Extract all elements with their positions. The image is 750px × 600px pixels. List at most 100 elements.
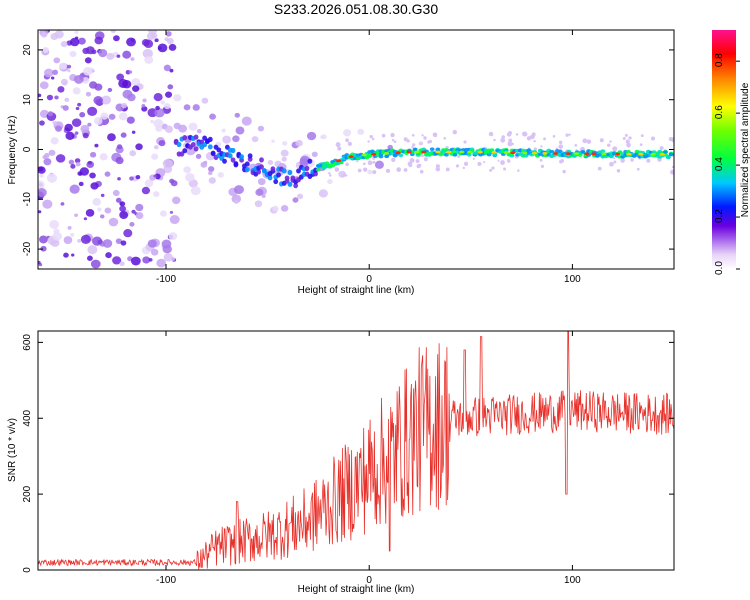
snr-ytick-label: 0: [22, 567, 33, 573]
spectrogram-blob: [455, 164, 460, 168]
spectrogram-blob: [421, 154, 425, 157]
spectrogram-blob: [168, 43, 177, 51]
spectrogram-blob: [117, 177, 121, 181]
spectrogram-peak: [459, 150, 465, 154]
spectrogram-blob: [62, 105, 69, 111]
spectrogram-blob: [622, 137, 626, 140]
spectrogram-peak: [446, 150, 452, 154]
spectrogram-blob: [48, 149, 56, 156]
spectrogram-ylabel: Frequency (Hz): [7, 116, 18, 185]
spectrogram-blob: [489, 168, 493, 172]
spectrogram-blob: [83, 217, 88, 221]
spectrogram-blob: [69, 50, 77, 58]
spectrogram-blob: [640, 134, 644, 138]
spectrogram-ridge-mark: [230, 157, 236, 163]
spectrogram-blob: [141, 38, 150, 47]
spectrogram-blob: [97, 207, 102, 212]
spectrogram-blob: [60, 202, 65, 206]
spectrogram-blob: [52, 120, 57, 125]
spectrogram-blob: [335, 142, 341, 148]
spectrogram-blob: [209, 113, 216, 120]
spectrogram-ridge-mark: [247, 153, 253, 159]
spectrogram-ridge-mark: [230, 147, 236, 154]
spectrogram-blob: [157, 43, 168, 53]
spectrogram-blob: [60, 41, 68, 48]
spectrogram-blob: [407, 161, 412, 166]
spectrogram-peak: [552, 152, 559, 155]
spectrogram-blob: [477, 161, 482, 166]
spectrogram-ridge-mark: [466, 153, 472, 157]
spectrogram-blob: [620, 158, 625, 163]
spectrogram-blob: [208, 166, 215, 172]
spectrogram-blob: [120, 240, 127, 246]
spectrogram-blob: [234, 112, 240, 118]
spectrogram-peak: [467, 150, 473, 154]
spectrogram-blob: [67, 69, 71, 73]
spectrogram-blob: [167, 84, 174, 90]
spectrogram-blob: [586, 139, 592, 144]
spectrogram-blob: [67, 225, 72, 230]
spectrogram-ridge-mark: [176, 141, 182, 148]
spectrogram-peak: [591, 152, 597, 156]
spectrogram-blob: [62, 81, 68, 86]
spectrogram-blob: [100, 193, 105, 197]
spectrogram-blob: [671, 165, 674, 169]
spectrogram-blob: [162, 158, 173, 169]
spectrogram-blob: [113, 35, 120, 42]
spectrogram-blob: [58, 62, 67, 70]
spectrogram-blob: [63, 252, 69, 258]
spectrogram-ridge-mark: [486, 152, 492, 157]
spectrogram-blob: [327, 179, 333, 185]
spectrogram-blob: [153, 174, 157, 178]
spectrogram-blob: [462, 166, 466, 170]
spectrogram-peak: [565, 152, 571, 156]
spectrogram-blob: [122, 50, 132, 59]
spectrogram-blob: [38, 188, 47, 198]
spectrogram-blob: [432, 132, 438, 138]
spectrogram-ridge-mark: [489, 148, 495, 152]
spectrogram-blob: [463, 140, 467, 144]
snr-panel: -100 0 100 0 200 400 600 Height of straight li…: [7, 330, 675, 595]
spectrogram-blob: [612, 146, 618, 152]
spectrogram-blob: [574, 144, 578, 147]
spectrogram-blob: [135, 212, 144, 220]
spectrogram-blob: [490, 133, 494, 137]
colorbar-tick-label: 0.2: [714, 209, 725, 223]
spectrogram-blob: [650, 136, 656, 141]
spectrogram-ridge-mark: [207, 136, 213, 142]
spectrogram-ytick-label: 0: [22, 146, 33, 152]
spectrogram-ridge-mark: [281, 168, 287, 174]
spectrogram-blob: [75, 162, 81, 167]
spectrogram-blob: [367, 140, 370, 143]
spectrogram-blob: [411, 146, 414, 149]
spectrogram-blob: [318, 189, 328, 198]
spectrogram-blob: [261, 194, 266, 199]
snr-ytick-label: 600: [22, 334, 33, 351]
spectrogram-blob: [85, 208, 95, 217]
spectrogram-blob: [390, 132, 395, 138]
spectrogram-blob: [119, 211, 129, 220]
spectrogram-blob: [87, 106, 98, 116]
spectrogram-peak: [395, 151, 401, 155]
spectrogram-peak: [361, 153, 367, 157]
spectrogram-blob: [91, 236, 103, 246]
spectrogram-blob: [100, 112, 109, 120]
spectrogram-ridge-mark: [267, 175, 273, 181]
spectrogram-peak: [614, 152, 621, 156]
colorbar-tick-label: 0.4: [714, 157, 725, 171]
spectrogram-blob: [565, 133, 569, 137]
spectrogram-blob: [372, 160, 376, 164]
spectrogram-blob: [328, 171, 331, 175]
spectrogram-ridge-mark: [398, 153, 404, 158]
spectrogram-blob: [357, 168, 362, 173]
spectrogram-blob: [345, 138, 350, 143]
spectrogram-blob: [98, 48, 108, 58]
spectrogram-ridge-mark: [304, 165, 310, 172]
spectrogram-blob: [154, 38, 159, 43]
spectrogram-blob: [63, 236, 73, 244]
spectrogram-blob: [257, 125, 265, 132]
spectrogram-blob: [78, 171, 83, 176]
spectrogram-blob: [464, 161, 469, 166]
spectrogram-blob: [372, 170, 377, 175]
